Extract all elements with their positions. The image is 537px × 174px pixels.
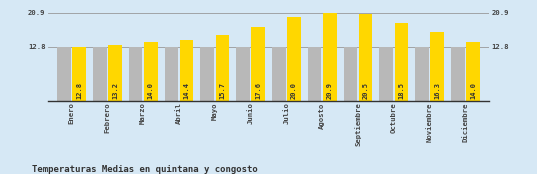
Text: 18.5: 18.5 [398, 82, 404, 99]
Bar [287, 17, 301, 101]
Text: 20.5: 20.5 [362, 82, 368, 99]
Text: 16.3: 16.3 [434, 82, 440, 99]
Text: 20.9: 20.9 [326, 82, 333, 99]
Bar [108, 45, 122, 101]
Bar [395, 23, 408, 101]
Bar [430, 32, 444, 101]
Text: 14.0: 14.0 [148, 82, 154, 99]
Bar [57, 47, 71, 101]
Bar [451, 47, 465, 101]
Text: 13.2: 13.2 [112, 82, 118, 99]
Bar [129, 47, 142, 101]
Bar [93, 47, 107, 101]
Text: 17.6: 17.6 [255, 82, 261, 99]
Text: 12.8: 12.8 [76, 82, 82, 99]
Bar [308, 47, 322, 101]
Text: 14.4: 14.4 [184, 82, 190, 99]
Bar [200, 47, 214, 101]
Bar [380, 47, 393, 101]
Text: 14.0: 14.0 [470, 82, 476, 99]
Bar [72, 47, 86, 101]
Bar [359, 14, 372, 101]
Bar [344, 47, 357, 101]
Bar [415, 47, 429, 101]
Bar [466, 42, 480, 101]
Bar [215, 35, 229, 101]
Text: Temperaturas Medias en quintana y congosto: Temperaturas Medias en quintana y congos… [32, 165, 258, 174]
Text: 15.7: 15.7 [219, 82, 226, 99]
Bar [144, 42, 157, 101]
Bar [165, 47, 178, 101]
Bar [251, 27, 265, 101]
Bar [323, 13, 337, 101]
Bar [272, 47, 286, 101]
Text: 20.0: 20.0 [291, 82, 297, 99]
Bar [180, 40, 193, 101]
Bar [236, 47, 250, 101]
